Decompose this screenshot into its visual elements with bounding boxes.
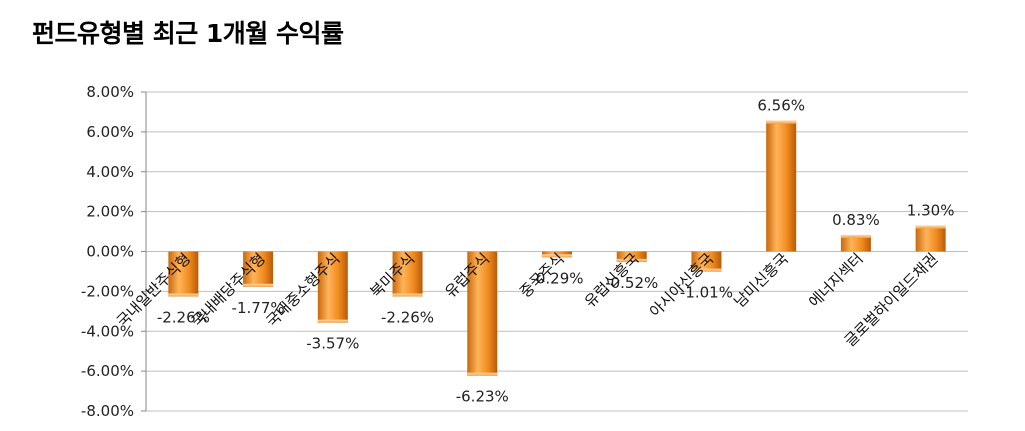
bar [392, 251, 423, 297]
bar [317, 251, 348, 323]
bar [691, 251, 722, 272]
data-label: -1.01% [680, 284, 733, 302]
bar [915, 225, 946, 252]
y-tick-label: 8.00% [86, 83, 134, 101]
data-label: 1.30% [907, 202, 955, 220]
bar-cap [542, 254, 572, 258]
bar-cap [467, 372, 498, 376]
y-tick-label: -6.00% [81, 362, 134, 380]
y-tick-label: 6.00% [86, 123, 134, 141]
bar-cap [243, 283, 274, 287]
data-label: 0.83% [832, 211, 880, 229]
data-label: -6.23% [456, 388, 509, 406]
bar [840, 234, 871, 252]
data-label: -0.52% [605, 274, 658, 292]
data-label: -2.26% [381, 309, 434, 327]
bar [243, 251, 274, 287]
bar-cap [766, 120, 797, 124]
data-label: -0.29% [530, 269, 583, 287]
bar-cap [317, 319, 348, 323]
category-label: 에너지섹터 [805, 250, 867, 312]
bar-cap [168, 293, 199, 297]
bar-cap [392, 293, 423, 297]
y-tick-label: -4.00% [81, 322, 134, 340]
y-tick-label: 0.00% [86, 243, 134, 261]
y-tick-label: 2.00% [86, 203, 134, 221]
data-label: -2.26% [157, 309, 210, 327]
bar [467, 251, 498, 376]
bar [616, 251, 647, 262]
category-label: 남미신흥국 [730, 249, 792, 311]
category-label: 국내배당주식형 [188, 250, 269, 331]
y-tick-label: -8.00% [81, 402, 134, 420]
data-label: -3.57% [306, 335, 359, 353]
bar [766, 120, 797, 252]
data-label: -1.77% [232, 299, 285, 317]
bar [168, 251, 199, 297]
y-tick-label: -2.00% [81, 282, 134, 300]
bar-cap [616, 258, 647, 262]
data-label: 6.56% [757, 97, 805, 115]
bar-cap [691, 268, 722, 272]
chart-title: 펀드유형별 최근 1개월 수익률 [32, 19, 344, 48]
bar-cap [915, 225, 946, 229]
bar-cap [840, 234, 871, 238]
y-tick-label: 4.00% [86, 163, 134, 181]
